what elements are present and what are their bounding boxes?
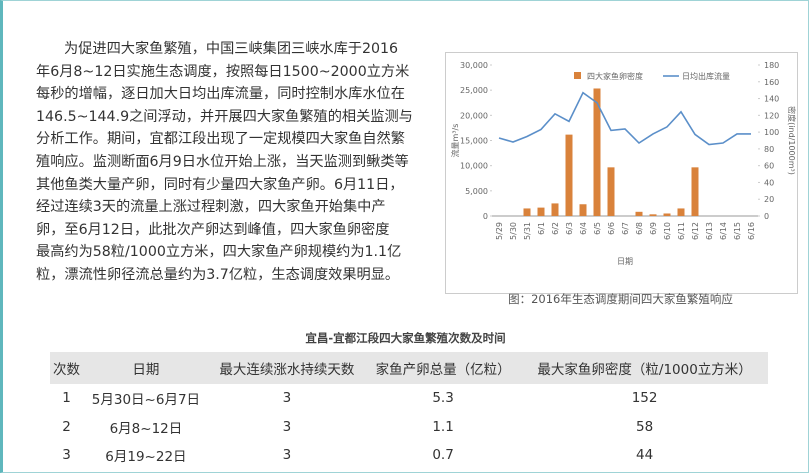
- line: [498, 91, 751, 146]
- paragraph-line: 殖响应。监测断面6月9日水位开始上涨，当天监测到鳅类等: [36, 153, 409, 170]
- bar: [537, 207, 545, 216]
- paragraph-line: 卵，至6月12日，此批次产卵达到峰值，四大家鱼卵密度: [36, 221, 390, 238]
- bar: [593, 88, 601, 216]
- y-tick-label: 25,000: [460, 86, 488, 95]
- table-cell: 0.7: [432, 447, 454, 464]
- table-cell: 1: [62, 390, 71, 407]
- x-tick-label: 5/29: [495, 222, 504, 240]
- x-tick-label: 6/16: [747, 222, 756, 240]
- x-tick-label: 6/13: [705, 222, 714, 240]
- bar: [677, 208, 685, 216]
- table-cell: 3: [282, 447, 292, 464]
- paragraph-line: 146.5~144.9之间浮动，并开展四大家鱼繁殖的相关监测与: [36, 108, 413, 125]
- paragraph-line: 经过连续3天的流量上涨过程刺激，四大家鱼开始集中产: [36, 199, 386, 216]
- legend-label: 日均出库流量: [682, 71, 730, 81]
- chart-panel: 0 5,000 10,000 15,000 20,000 25,000 30,000 0 20 4…: [445, 52, 798, 294]
- table-cell: 3: [62, 447, 71, 464]
- y-tick-label: 5,000: [465, 187, 488, 196]
- bar: [579, 204, 587, 216]
- bar: [565, 134, 573, 216]
- table-cell: 152: [631, 390, 658, 407]
- table-row: 1 5月30日~6月7日 3 5.3 152: [50, 384, 768, 413]
- paragraph-line: 每秒的增幅，逐日加大日均出库流量，同时控制水库水位在: [36, 86, 405, 103]
- x-tick-label: 6/10: [663, 222, 672, 240]
- y-tick-label: 0: [483, 212, 488, 221]
- x-tick-label: 5/30: [509, 222, 518, 240]
- y2-tick-label: 60: [764, 162, 774, 171]
- table-cell: 3: [282, 390, 292, 407]
- x-tick-label: 5/31: [523, 222, 532, 240]
- table-row: 3 6月19~22日 3 0.7 44: [50, 441, 768, 470]
- x-tick-label: 6/7: [621, 222, 630, 235]
- y2-tick-label: 80: [764, 145, 774, 154]
- legend-label: 四大家鱼卵密度: [587, 71, 643, 81]
- x-tick-label: 6/3: [565, 222, 574, 235]
- bar: [691, 167, 699, 216]
- y2-tick-label: 40: [764, 178, 774, 187]
- table: 次数 日期 最大连续涨水持续天数 家鱼产卵总量（亿粒） 最大家鱼卵密度（粒/1000立方…: [50, 352, 768, 470]
- table-cell: 6月8~12日: [109, 420, 183, 437]
- y2-tick-label: 0: [764, 212, 769, 221]
- x-tick-label: 6/6: [607, 222, 616, 235]
- table-row: 2 6月8~12日 3 1.1 58: [50, 413, 768, 442]
- y-axis-label: 流量m³/s: [450, 124, 460, 158]
- paragraph-line: 粒，漂流性卵径流总量约为3.7亿粒，生态调度效果明显。: [36, 266, 400, 283]
- x-tick-label: 6/14: [719, 222, 728, 240]
- header-cell: 日期: [83, 352, 209, 384]
- header-cell: 次数: [50, 352, 84, 384]
- y-tick-label: 30,000: [460, 61, 488, 70]
- paragraph-line: 年6月8~12日实施生态调度，按照每日1500~2000立方米: [36, 63, 410, 80]
- y2-axis-label: 密度(ind/1000m³): [787, 106, 797, 175]
- x-tick-label: 6/15: [733, 222, 742, 240]
- x-tick-label: 6/5: [593, 222, 602, 235]
- y2-tick-label: 120: [764, 111, 779, 120]
- header-row: 次数 日期 最大连续涨水持续天数 家鱼产卵总量（亿粒） 最大家鱼卵密度（粒/1000立方…: [50, 352, 768, 384]
- y2-tick-label: 180: [764, 61, 779, 70]
- x-tick-label: 6/2: [551, 222, 560, 235]
- y2-tick-label: 100: [764, 128, 779, 137]
- table-cell: 2: [62, 418, 71, 435]
- table-cell: 5.3: [432, 390, 454, 407]
- y2-tick-label: 160: [764, 78, 779, 87]
- x-tick-label: 6/9: [649, 222, 658, 235]
- x-tick-label: 6/8: [635, 222, 644, 235]
- y2-tick-label: 140: [764, 95, 779, 104]
- bar: [635, 211, 643, 216]
- header-cell: 家鱼产卵总量（亿粒）: [364, 352, 522, 384]
- y-tick-label: 10,000: [460, 162, 488, 171]
- caption: 图：2016年生态调度期间四大家鱼繁殖响应: [508, 292, 733, 306]
- y2-tick-label: 20: [764, 195, 774, 204]
- table-cell: 1.1: [432, 418, 454, 435]
- chart: 0 5,000 10,000 15,000 20,000 25,000 30,000 0 20 4…: [450, 61, 797, 266]
- legend-swatch: [574, 72, 581, 79]
- table-title: 宜昌-宜都江段四大家鱼繁殖次数及时间: [305, 331, 506, 345]
- header-cell: 最大家鱼卵密度（粒/1000立方米）: [521, 352, 768, 384]
- table-cell: 58: [636, 418, 654, 435]
- paragraph-line: 其他鱼类大量产卵，同时有少量四大家鱼产卵。6月11日，: [36, 176, 404, 193]
- y-tick-label: 15,000: [460, 137, 488, 146]
- header-cell: 最大连续涨水持续天数: [208, 352, 365, 384]
- table-cell: 5月30日~6月7日: [91, 392, 201, 409]
- x-tick-label: 6/4: [579, 222, 588, 235]
- table-cell: 44: [636, 447, 654, 464]
- paragraph-line: 最高约为58粒/1000立方米，四大家鱼产卵规模约为1.1亿: [36, 244, 402, 261]
- table-cell: 3: [282, 418, 292, 435]
- bar: [649, 214, 657, 216]
- x-tick-label: 6/12: [691, 222, 700, 240]
- bar: [523, 208, 531, 216]
- paragraph: 为促进四大家鱼繁殖，中国三峡集团三峡水库于2016 年6月8~12日实施生态调度，…: [36, 38, 421, 287]
- y-tick-label: 20,000: [460, 111, 488, 120]
- bar: [551, 203, 559, 216]
- table-cell: 6月19~22日: [105, 449, 187, 466]
- paragraph-line: 分析工作。期间，宜都江段出现了一定规模四大家鱼自然繁: [36, 131, 405, 148]
- x-tick-label: 6/1: [537, 222, 546, 235]
- bar: [607, 167, 615, 216]
- x-axis-label: 日期: [617, 257, 633, 266]
- x-tick-label: 6/11: [677, 222, 686, 240]
- bar: [663, 213, 671, 216]
- paragraph-line: 为促进四大家鱼繁殖，中国三峡集团三峡水库于2016: [64, 41, 399, 57]
